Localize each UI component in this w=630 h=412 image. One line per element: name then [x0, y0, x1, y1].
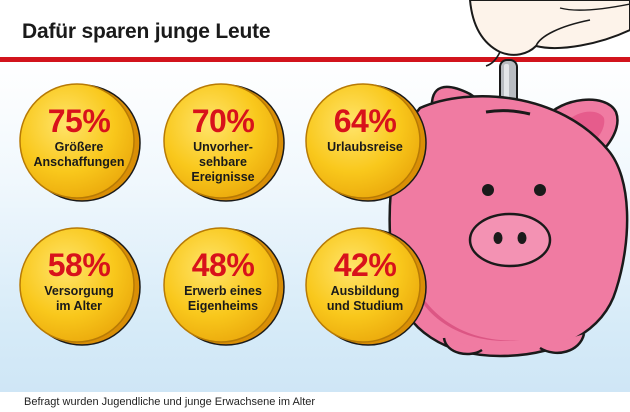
coin-1: 75% Größere Anschaffungen — [16, 80, 142, 206]
category-label: Erwerb eines Eigenheims — [184, 284, 262, 313]
gold-coin-icon — [305, 83, 427, 202]
gold-coin-icon — [163, 83, 285, 202]
category-label: Unvorher- sehbare Ereignisse — [191, 140, 255, 184]
category-label: Versorgung im Alter — [44, 284, 114, 313]
value-label: 58% — [47, 247, 111, 283]
category-label: Urlaubsreise — [327, 140, 403, 154]
footnote: Befragt wurden Jugendliche und junge Erw… — [24, 396, 316, 408]
gold-coin-icon — [19, 227, 141, 346]
coin-text: 75% Größere Anschaffungen — [26, 80, 132, 206]
coin-icon — [499, 59, 518, 109]
category-label: Ausbildung und Studium — [326, 284, 404, 313]
coin-text: 42% Ausbildung und Studium — [312, 224, 418, 350]
gold-coin-icon — [305, 227, 427, 346]
hand-icon — [468, 0, 630, 67]
gold-coin-icon — [19, 83, 141, 202]
footer-band — [0, 392, 630, 412]
page-title: Dafür sparen junge Leute — [22, 20, 271, 43]
value-label: 42% — [333, 247, 397, 283]
coin-5: 48% Erwerb eines Eigenheims — [160, 224, 286, 350]
pig-body — [388, 94, 629, 358]
coin-2: 70% Unvorher- sehbare Ereignisse — [160, 80, 286, 206]
coin-text: 48% Erwerb eines Eigenheims — [170, 224, 276, 350]
value-label: 75% — [47, 103, 111, 139]
value-label: 48% — [191, 247, 255, 283]
category-label: Größere Anschaffungen — [33, 140, 125, 169]
gold-coin-icon — [163, 227, 285, 346]
coin-text: 70% Unvorher- sehbare Ereignisse — [170, 80, 276, 206]
coin-3: 64% Urlaubsreise — [302, 80, 428, 206]
title-underline — [0, 57, 630, 62]
value-label: 64% — [333, 103, 397, 139]
value-label: 70% — [191, 103, 255, 139]
coin-text: 58% Versorgung im Alter — [26, 224, 132, 350]
coin-4: 58% Versorgung im Alter — [16, 224, 142, 350]
coin-6: 42% Ausbildung und Studium — [302, 224, 428, 350]
coin-text: 64% Urlaubsreise — [312, 80, 418, 206]
